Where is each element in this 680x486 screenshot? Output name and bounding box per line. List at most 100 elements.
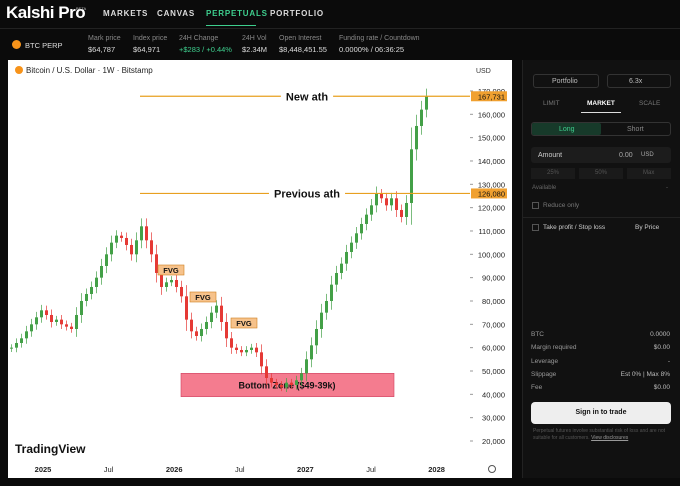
fvg-label: FVG <box>163 266 179 275</box>
x-tick-label: 2027 <box>297 465 314 474</box>
preset-label: 50% <box>595 170 608 176</box>
y-tick-label: 50,000 <box>482 367 505 376</box>
short[interactable]: Short <box>627 126 644 133</box>
preset[interactable] <box>531 168 575 179</box>
brand[interactable]: Kalshi Pro <box>6 3 86 22</box>
candle <box>180 286 183 297</box>
candle <box>415 125 418 150</box>
x-tick-label: Jul <box>366 465 376 474</box>
candle <box>190 319 193 332</box>
amount-label: Amount <box>538 152 563 159</box>
level-price: 126,080 <box>478 189 505 198</box>
candle <box>335 272 338 285</box>
active-underline <box>206 25 256 26</box>
fvg-box <box>189 291 217 303</box>
divider <box>0 28 680 29</box>
disclosures-link[interactable]: View disclosures <box>591 435 629 441</box>
summary-value: 0.0000 <box>650 331 670 338</box>
currency[interactable]: USD <box>476 68 491 75</box>
side-toggle <box>531 122 671 136</box>
chart-title: Bitcoin / U.S. Dollar · 1W · Bitstamp <box>26 66 153 75</box>
stat-label: Index price <box>133 35 168 42</box>
candle <box>75 314 78 329</box>
y-tick-label: 30,000 <box>482 414 505 423</box>
amount-field[interactable] <box>531 147 671 163</box>
nav-link[interactable]: PORTFOLIO <box>270 9 324 18</box>
candle <box>200 328 203 336</box>
candle <box>225 321 228 339</box>
preset[interactable] <box>579 168 623 179</box>
tpsl[interactable]: Take profit / Stop loss <box>543 224 606 231</box>
stat-label: Mark price <box>88 35 121 42</box>
tab[interactable]: LIMIT <box>543 100 560 107</box>
candle <box>420 109 423 126</box>
candle <box>160 272 163 287</box>
candle <box>255 347 258 353</box>
level-name: Previous ath <box>274 188 340 200</box>
summary-label: BTC <box>531 331 544 338</box>
candle <box>170 279 173 283</box>
stat-label: 24H Change <box>179 35 219 42</box>
candle <box>115 235 118 243</box>
checkbox[interactable] <box>532 202 539 209</box>
disclaimer: Perpetual futures involve substantial ri… <box>533 428 673 442</box>
candle <box>350 242 353 252</box>
summary-value: $0.00 <box>653 344 670 352</box>
candle <box>70 326 73 329</box>
candle <box>145 226 148 241</box>
candle <box>370 205 373 215</box>
fvg-label: FVG <box>195 293 211 302</box>
candle <box>15 342 18 348</box>
candle <box>245 349 248 353</box>
nav-link-active[interactable]: PERPETUALS <box>206 9 268 18</box>
candle <box>40 310 43 318</box>
btc-icon <box>12 40 21 49</box>
candle <box>270 377 273 383</box>
stat-value: $2.34M <box>242 45 268 54</box>
candle <box>20 338 23 343</box>
preset-label: 25% <box>547 170 560 176</box>
candle <box>130 244 133 255</box>
nav-link[interactable]: MARKETS <box>103 9 149 18</box>
candle <box>230 338 233 348</box>
candle <box>310 345 313 360</box>
y-tick-label: 140,000 <box>478 157 505 166</box>
candle <box>185 296 188 320</box>
reduce-only[interactable]: Reduce only <box>543 202 580 209</box>
candle <box>60 319 63 325</box>
leverage-select[interactable] <box>607 74 671 88</box>
candle <box>120 235 123 238</box>
y-tick-label: 80,000 <box>482 297 505 306</box>
tab[interactable]: SCALE <box>639 100 661 107</box>
account: Portfolio <box>552 78 578 85</box>
candle <box>355 233 358 243</box>
candle <box>290 382 293 385</box>
leverage: 6.3x <box>629 78 643 85</box>
candle <box>330 284 333 301</box>
stat-label: Funding rate / Countdown <box>339 35 420 42</box>
stat-label: Open Interest <box>279 35 322 42</box>
candle <box>295 380 298 385</box>
sign-in-button[interactable] <box>531 402 671 424</box>
x-tick-label: 2025 <box>35 465 52 474</box>
candle <box>195 331 198 336</box>
candle <box>390 198 393 206</box>
x-tick-label: Jul <box>235 465 245 474</box>
candle <box>275 382 278 385</box>
checkbox[interactable] <box>532 224 539 231</box>
tab-active[interactable]: MARKET <box>587 100 615 107</box>
account-select[interactable] <box>533 74 599 88</box>
level-price: 167,731 <box>478 92 505 101</box>
y-tick-label: 130,000 <box>478 180 505 189</box>
candle <box>235 347 238 350</box>
nav-link[interactable]: CANVAS <box>157 9 195 18</box>
y-tick-label: 20,000 <box>482 437 505 446</box>
preset[interactable] <box>627 168 671 179</box>
long[interactable]: Long <box>559 126 575 133</box>
tpsl-mode[interactable]: By Price <box>635 224 660 231</box>
candle <box>105 254 108 266</box>
symbol[interactable]: BTC PERP <box>25 41 63 50</box>
candle <box>220 305 223 322</box>
settings-icon[interactable] <box>488 465 496 473</box>
